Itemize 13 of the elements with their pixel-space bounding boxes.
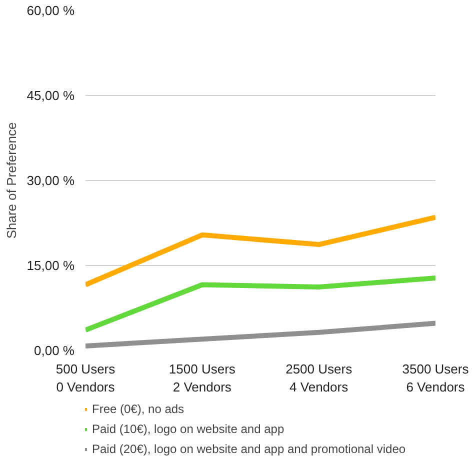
y-tick-label: 60,00 % [26,3,75,18]
y-tick-label: 15,00 % [26,258,75,273]
legend-label: Paid (10€), logo on website and app [92,421,284,437]
legend-label: Free (0€), no ads [92,401,184,417]
x-tick-label: 3500 Users 6 Vendors [402,362,470,394]
y-tick-label: 0,00 % [34,343,75,358]
x-tick-label: 1500 Users 2 Vendors [168,362,236,394]
x-tick-label: 500 Users 0 Vendors [56,362,116,394]
x-tick-label: 2500 Users 4 Vendors [286,362,353,394]
y-tick-label: 45,00 % [26,88,75,103]
y-tick-label: 30,00 % [26,173,75,188]
legend-label: Paid (20€), logo on website and app and promotional video [92,441,406,457]
y-axis-title: Share of Preference [4,122,19,239]
